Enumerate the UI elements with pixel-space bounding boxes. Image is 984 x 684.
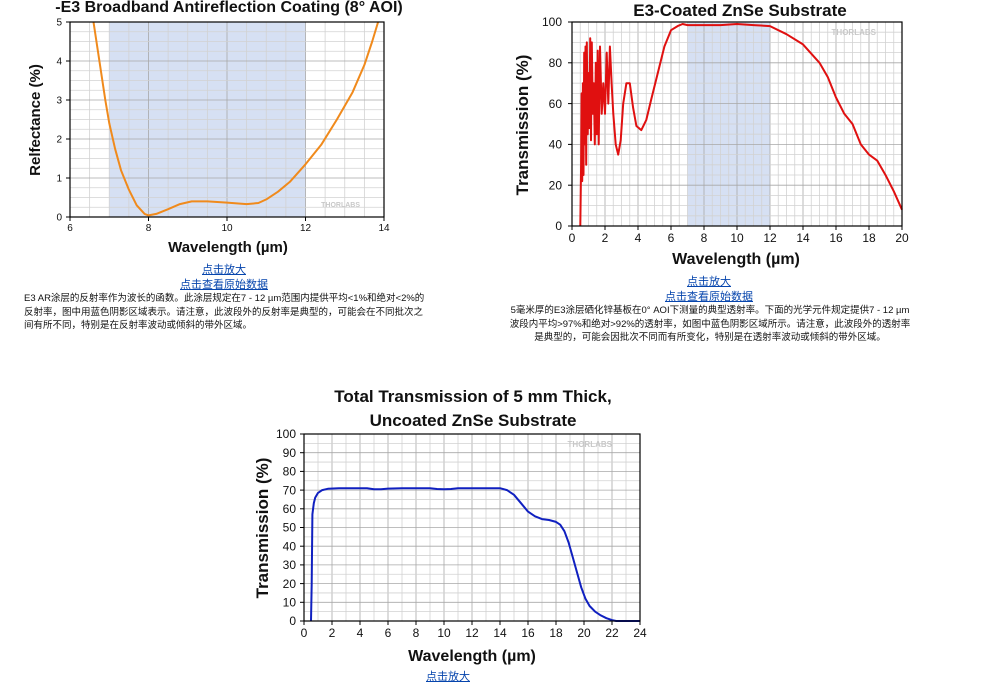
- y-tick-label: 60: [283, 502, 297, 516]
- x-tick-label: 2: [602, 231, 609, 245]
- zoom-link[interactable]: 点击放大: [426, 671, 470, 683]
- y-axis-label: Transmission (%): [253, 458, 272, 599]
- watermark-logo: THORLABS: [568, 440, 613, 449]
- zoom-link[interactable]: 点击放大: [202, 264, 246, 276]
- x-tick-label: 8: [413, 626, 420, 640]
- y-tick-label: 5: [56, 18, 62, 29]
- x-axis-label: Wavelength (µm): [168, 239, 288, 256]
- watermark-logo: THORLABS: [321, 202, 360, 209]
- x-tick-label: 10: [221, 223, 233, 234]
- chart-caption: 5毫米厚的E3涂层硒化锌基板在0° AOI下测量的典型透射率。下面的光学元件规定…: [509, 305, 911, 343]
- zoom-link[interactable]: 点击放大: [687, 276, 731, 288]
- y-tick-label: 20: [549, 178, 563, 192]
- x-tick-label: 12: [300, 223, 312, 234]
- chart-title-line-1: Total Transmission of 5 mm Thick,: [334, 387, 611, 406]
- series-line: [92, 21, 380, 217]
- series-line: [579, 23, 903, 227]
- chart-coated-transmission: E3-Coated ZnSe Substrate 0 2 4 6 8 10 12 14 16 18…: [513, 1, 909, 268]
- x-tick-label: 4: [357, 626, 364, 640]
- x-tick-label: 24: [633, 626, 647, 640]
- y-tick-label: 4: [56, 57, 62, 68]
- x-axis-label: Wavelength (µm): [408, 648, 536, 665]
- x-tick-label: 16: [829, 231, 843, 245]
- chart-uncoated-transmission: Total Transmission of 5 mm Thick, Uncoat…: [253, 387, 647, 665]
- y-tick-label: 90: [283, 446, 297, 460]
- y-tick-label: 2: [56, 135, 62, 146]
- x-tick-label: 0: [569, 231, 576, 245]
- y-axis-label: Relfectance (%): [27, 64, 44, 176]
- x-tick-label: 12: [465, 626, 479, 640]
- y-tick-label: 80: [283, 465, 297, 479]
- x-tick-label: 0: [301, 626, 308, 640]
- x-tick-label: 14: [378, 223, 390, 234]
- y-tick-label: 10: [283, 596, 297, 610]
- x-tick-label: 2: [329, 626, 336, 640]
- chart-title: -E3 Broadband Antireflection Coating (8°…: [55, 0, 402, 16]
- x-tick-label: 6: [67, 223, 73, 234]
- x-tick-label: 16: [521, 626, 535, 640]
- y-tick-label: 0: [289, 614, 296, 628]
- y-axis-label: Transmission (%): [513, 55, 532, 196]
- x-tick-label: 20: [577, 626, 591, 640]
- x-tick-label: 10: [730, 231, 744, 245]
- x-tick-label: 20: [895, 231, 909, 245]
- raw-data-link[interactable]: 点击查看原始数据: [180, 279, 268, 291]
- chart-reflectance: -E3 Broadband Antireflection Coating (8°…: [27, 0, 403, 256]
- y-tick-label: 20: [283, 577, 297, 591]
- y-tick-label: 40: [549, 138, 563, 152]
- x-axis-label: Wavelength (µm): [672, 251, 800, 268]
- raw-data-link[interactable]: 点击查看原始数据: [665, 291, 753, 303]
- y-tick-label: 1: [56, 174, 62, 185]
- watermark-logo: THORLABS: [832, 28, 877, 37]
- x-tick-label: 18: [862, 231, 876, 245]
- y-tick-label: 100: [542, 15, 562, 29]
- x-tick-label: 10: [437, 626, 451, 640]
- y-tick-label: 0: [555, 219, 562, 233]
- y-tick-label: 50: [283, 521, 297, 535]
- y-tick-label: 3: [56, 96, 62, 107]
- series-line: [310, 487, 640, 622]
- chart-caption: E3 AR涂层的反射率作为波长的函数。此涂层规定在7 - 12 µm范围内提供平…: [24, 293, 425, 331]
- y-tick-label: 70: [283, 483, 297, 497]
- chart-title: E3-Coated ZnSe Substrate: [633, 1, 847, 20]
- chart-title-line-2: Uncoated ZnSe Substrate: [370, 411, 577, 430]
- x-tick-label: 4: [635, 231, 642, 245]
- x-tick-label: 18: [549, 626, 563, 640]
- x-tick-label: 12: [763, 231, 777, 245]
- x-tick-label: 14: [796, 231, 810, 245]
- x-tick-label: 8: [146, 223, 152, 234]
- x-tick-label: 14: [493, 626, 507, 640]
- y-tick-label: 0: [56, 213, 62, 224]
- x-tick-label: 6: [668, 231, 675, 245]
- x-tick-label: 8: [701, 231, 708, 245]
- y-tick-label: 100: [276, 427, 296, 441]
- y-tick-label: 80: [549, 56, 563, 70]
- y-tick-label: 30: [283, 558, 297, 572]
- y-tick-label: 60: [549, 97, 563, 111]
- y-tick-label: 40: [283, 539, 297, 553]
- x-tick-label: 6: [385, 626, 392, 640]
- x-tick-label: 22: [605, 626, 619, 640]
